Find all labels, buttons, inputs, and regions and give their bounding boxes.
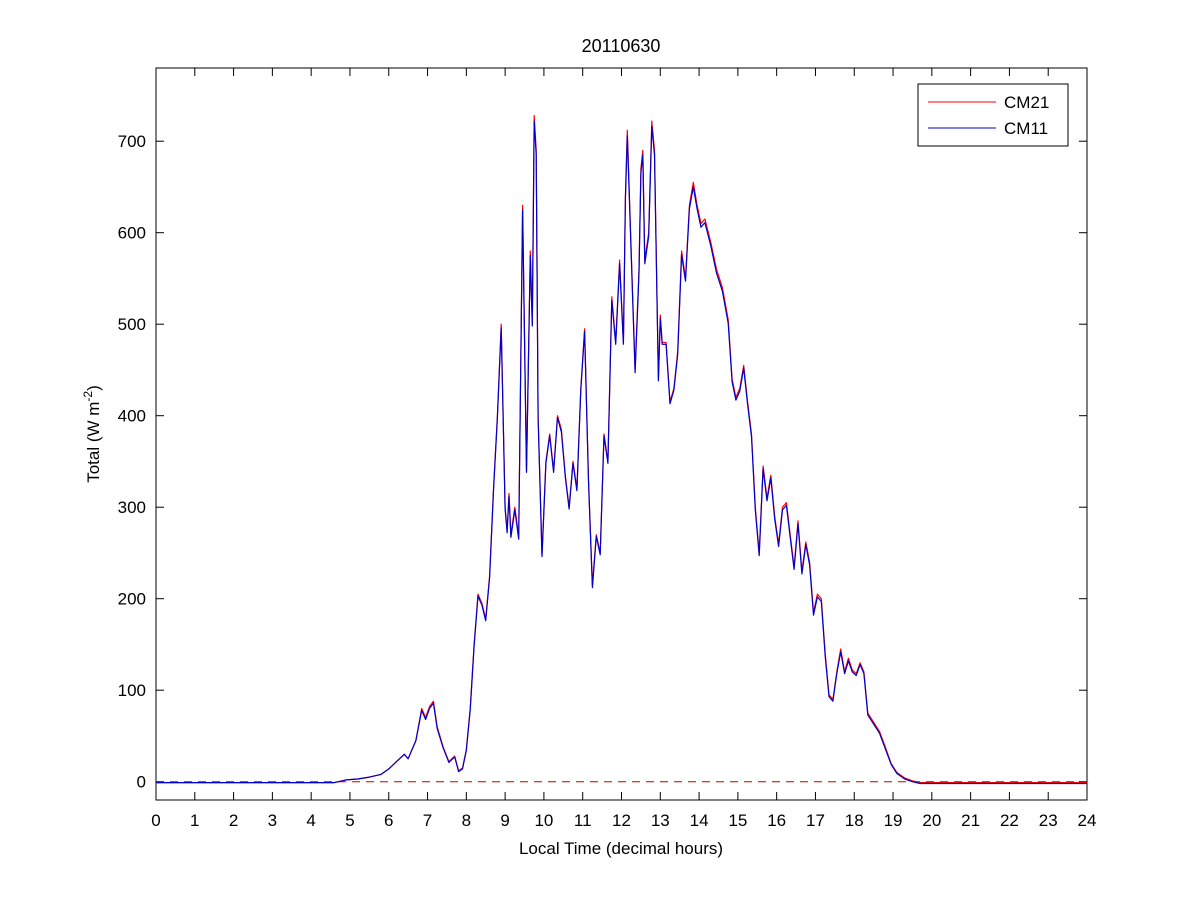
y-tick-label: 400 (118, 407, 146, 426)
x-tick-label: 19 (884, 811, 903, 830)
axis-ticks (155, 68, 1088, 800)
legend-label-cm11: CM11 (1004, 119, 1048, 138)
tick-labels: 0 1 2 3 4 5 6 7 8 9 10 11 12 13 14 15 16 17 18 19 20 21 22 23 24… (118, 132, 1097, 830)
legend: CM21 CM11 (917, 83, 1069, 147)
legend-label-cm21: CM21 (1004, 93, 1049, 112)
x-tick-label: 17 (806, 811, 825, 830)
x-tick-label: 11 (574, 811, 592, 830)
y-tick-label: 0 (137, 773, 146, 792)
y-axis-label-close: ) (84, 385, 103, 391)
y-tick-label: 100 (118, 681, 146, 700)
y-axis-label-main: Total (W m (84, 402, 103, 483)
y-axis-label: Total (W m-2) (81, 385, 103, 483)
y-tick-label: 700 (118, 132, 146, 151)
x-tick-label: 2 (229, 811, 238, 830)
x-tick-label: 9 (500, 811, 509, 830)
x-tick-label: 16 (767, 811, 786, 830)
chart-title: 20110630 (582, 36, 661, 56)
x-tick-label: 7 (423, 811, 432, 830)
x-tick-label: 13 (651, 811, 670, 830)
x-tick-label: 4 (306, 811, 315, 830)
y-axis-label-exponent: -2 (81, 391, 95, 402)
x-tick-label: 8 (462, 811, 471, 830)
x-tick-label: 1 (190, 811, 199, 830)
series-layer (156, 115, 1087, 785)
x-tick-label: 5 (345, 811, 354, 830)
x-axis-label: Local Time (decimal hours) (519, 839, 723, 858)
x-tick-label: 24 (1078, 811, 1097, 830)
x-tick-label: 0 (151, 811, 160, 830)
x-tick-label: 21 (961, 811, 980, 830)
x-tick-label: 23 (1039, 811, 1058, 830)
plot-area (155, 67, 1088, 801)
y-tick-label: 600 (118, 224, 146, 243)
x-tick-label: 3 (268, 811, 277, 830)
x-tick-label: 20 (922, 811, 941, 830)
x-tick-label: 22 (1000, 811, 1019, 830)
x-tick-label: 14 (690, 811, 709, 830)
legend-box (917, 83, 1069, 147)
y-tick-label: 300 (118, 498, 146, 517)
y-tick-label: 200 (118, 590, 146, 609)
x-tick-label: 12 (612, 811, 631, 830)
x-tick-label: 6 (384, 811, 393, 830)
x-tick-label: 10 (534, 811, 553, 830)
x-tick-label: 18 (845, 811, 864, 830)
y-tick-label: 500 (118, 315, 146, 334)
x-tick-label: 15 (728, 811, 747, 830)
series-line-cm11 (156, 120, 1087, 785)
